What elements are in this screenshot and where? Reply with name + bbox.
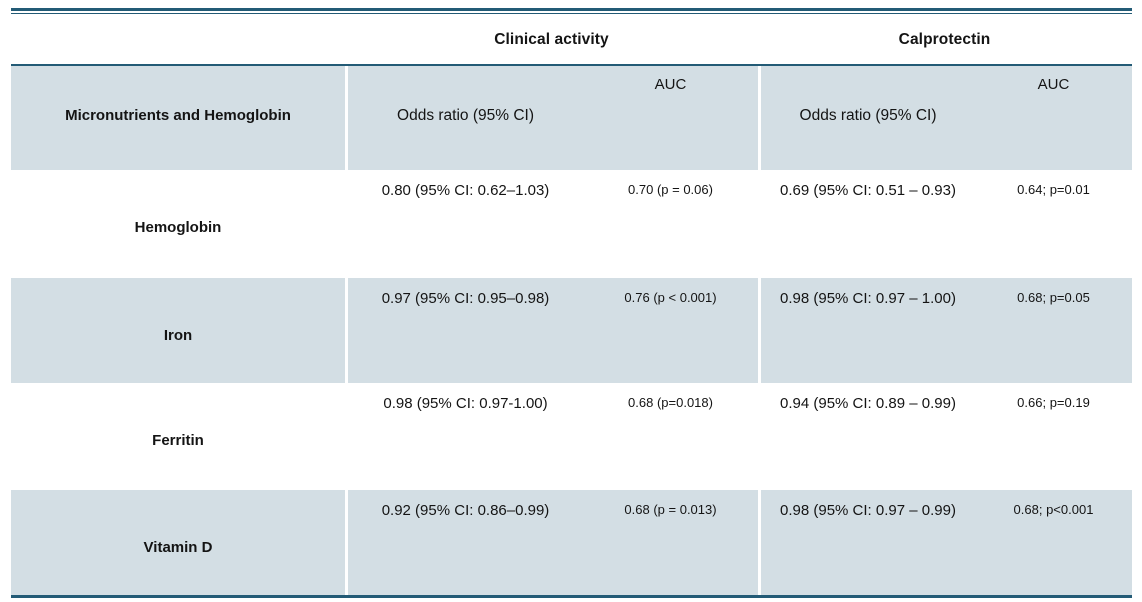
clinical-odds-ratio-cell: 0.97 (95% CI: 0.95–0.98) xyxy=(345,278,583,383)
stub-column-header: Micronutrients and Hemoglobin xyxy=(11,66,345,170)
group-header-spacer xyxy=(11,14,345,64)
calprotectin-auc-cell: 0.64; p=0.01 xyxy=(975,170,1132,278)
group-header-calprotectin: Calprotectin xyxy=(898,31,991,48)
table-bottom-rule xyxy=(11,595,1132,598)
micronutrients-table: Clinical activity Calprotectin Micronutr… xyxy=(11,8,1132,598)
row-label: Vitamin D xyxy=(11,490,345,595)
calprotectin-auc-cell: 0.68; p=0.05 xyxy=(975,278,1132,383)
clinical-auc-cell: 0.76 (p < 0.001) xyxy=(583,278,758,383)
calprotectin-odds-ratio-cell: 0.98 (95% CI: 0.97 – 0.99) xyxy=(758,490,975,595)
header-divider-rule xyxy=(11,64,1132,66)
calprotectin-odds-ratio-cell: 0.98 (95% CI: 0.97 – 1.00) xyxy=(758,278,975,383)
row-label: Iron xyxy=(11,278,345,383)
top-rule-thick-line xyxy=(11,8,1132,11)
calprotectin-auc-header: AUC xyxy=(975,66,1132,170)
column-header-row: Micronutrients and Hemoglobin Odds ratio… xyxy=(11,66,1132,170)
calprotectin-odds-ratio-header: Odds ratio (95% CI) xyxy=(758,66,975,170)
clinical-odds-ratio-cell: 0.80 (95% CI: 0.62–1.03) xyxy=(345,170,583,278)
calprotectin-auc-cell: 0.68; p<0.001 xyxy=(975,490,1132,595)
clinical-auc-cell: 0.68 (p = 0.013) xyxy=(583,490,758,595)
clinical-odds-ratio-cell: 0.92 (95% CI: 0.86–0.99) xyxy=(345,490,583,595)
clinical-auc-header: AUC xyxy=(583,66,758,170)
clinical-auc-cell: 0.68 (p=0.018) xyxy=(583,383,758,490)
table-row-iron: Iron 0.97 (95% CI: 0.95–0.98) 0.76 (p < … xyxy=(11,278,1132,383)
row-label: Hemoglobin xyxy=(11,170,345,278)
top-rule-thin-line xyxy=(11,13,1132,14)
calprotectin-auc-cell: 0.66; p=0.19 xyxy=(975,383,1132,490)
top-rule-gap xyxy=(11,11,1132,13)
calprotectin-odds-ratio-cell: 0.94 (95% CI: 0.89 – 0.99) xyxy=(758,383,975,490)
table-top-rule xyxy=(11,8,1132,14)
table-row-vitamin-d: Vitamin D 0.92 (95% CI: 0.86–0.99) 0.68 … xyxy=(11,490,1132,595)
table-row-hemoglobin: Hemoglobin 0.80 (95% CI: 0.62–1.03) 0.70… xyxy=(11,170,1132,278)
clinical-odds-ratio-cell: 0.98 (95% CI: 0.97-1.00) xyxy=(345,383,583,490)
calprotectin-odds-ratio-cell: 0.69 (95% CI: 0.51 – 0.93) xyxy=(758,170,975,278)
clinical-auc-cell: 0.70 (p = 0.06) xyxy=(583,170,758,278)
clinical-odds-ratio-header: Odds ratio (95% CI) xyxy=(345,66,583,170)
group-header-band: Clinical activity Calprotectin xyxy=(11,14,1132,64)
row-label: Ferritin xyxy=(11,383,345,490)
table-row-ferritin: Ferritin 0.98 (95% CI: 0.97-1.00) 0.68 (… xyxy=(11,383,1132,490)
group-header-clinical-activity: Clinical activity xyxy=(494,31,609,48)
